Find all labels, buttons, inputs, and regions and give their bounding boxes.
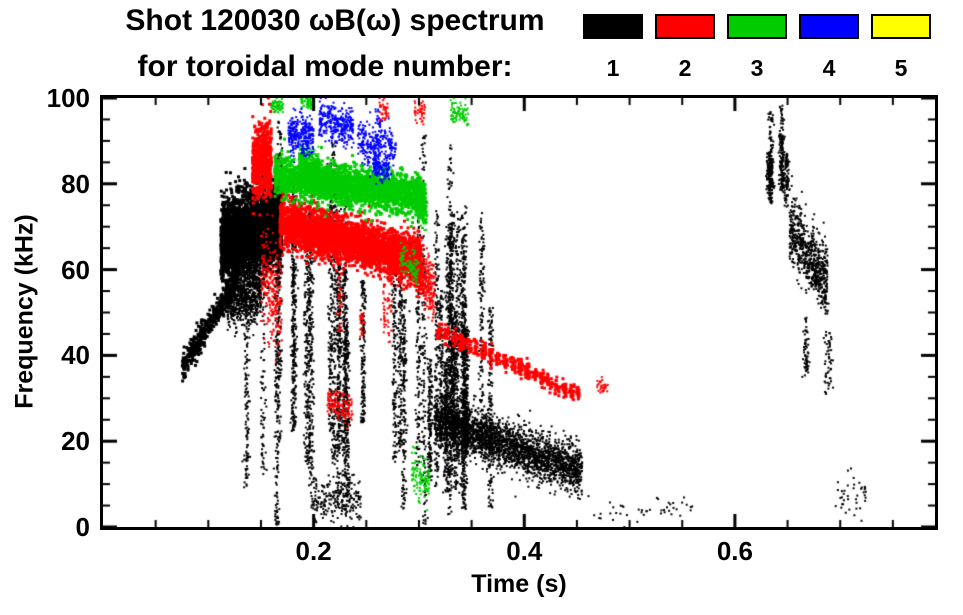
legend-swatches bbox=[583, 14, 931, 39]
legend-swatch-mode-5 bbox=[871, 14, 931, 39]
legend-swatch-mode-3 bbox=[727, 14, 787, 39]
legend-number-mode-5: 5 bbox=[894, 55, 908, 81]
plot-area bbox=[100, 95, 938, 530]
y-tick-label: 60 bbox=[61, 254, 90, 285]
spectrogram-canvas bbox=[103, 98, 935, 527]
y-tick-label: 100 bbox=[46, 83, 90, 113]
y-tick-label: 0 bbox=[75, 512, 90, 542]
x-tick-label: 0.2 bbox=[295, 536, 332, 566]
x-tick-label: 0.4 bbox=[506, 536, 543, 566]
x-tick-label: 0.6 bbox=[716, 536, 753, 566]
legend-number-mode-3: 3 bbox=[750, 55, 764, 81]
y-tick-label: 80 bbox=[61, 168, 90, 199]
chart-title-line1: Shot 120030 ωB(ω) spectrum bbox=[125, 4, 545, 37]
chart-title-line2: for toroidal mode number: bbox=[137, 50, 513, 83]
legend-labels: 1 2 3 4 5 bbox=[583, 55, 931, 82]
legend-number-mode-4: 4 bbox=[822, 55, 836, 81]
legend-swatch-mode-1 bbox=[583, 14, 643, 39]
x-axis-label: Time (s) bbox=[471, 570, 567, 598]
legend-number-mode-1: 1 bbox=[606, 55, 620, 81]
legend-swatch-mode-2 bbox=[655, 14, 715, 39]
legend-swatch-mode-4 bbox=[799, 14, 859, 39]
legend-number-mode-2: 2 bbox=[678, 55, 692, 81]
y-tick-label: 20 bbox=[61, 426, 90, 457]
y-tick-label: 40 bbox=[61, 340, 90, 371]
